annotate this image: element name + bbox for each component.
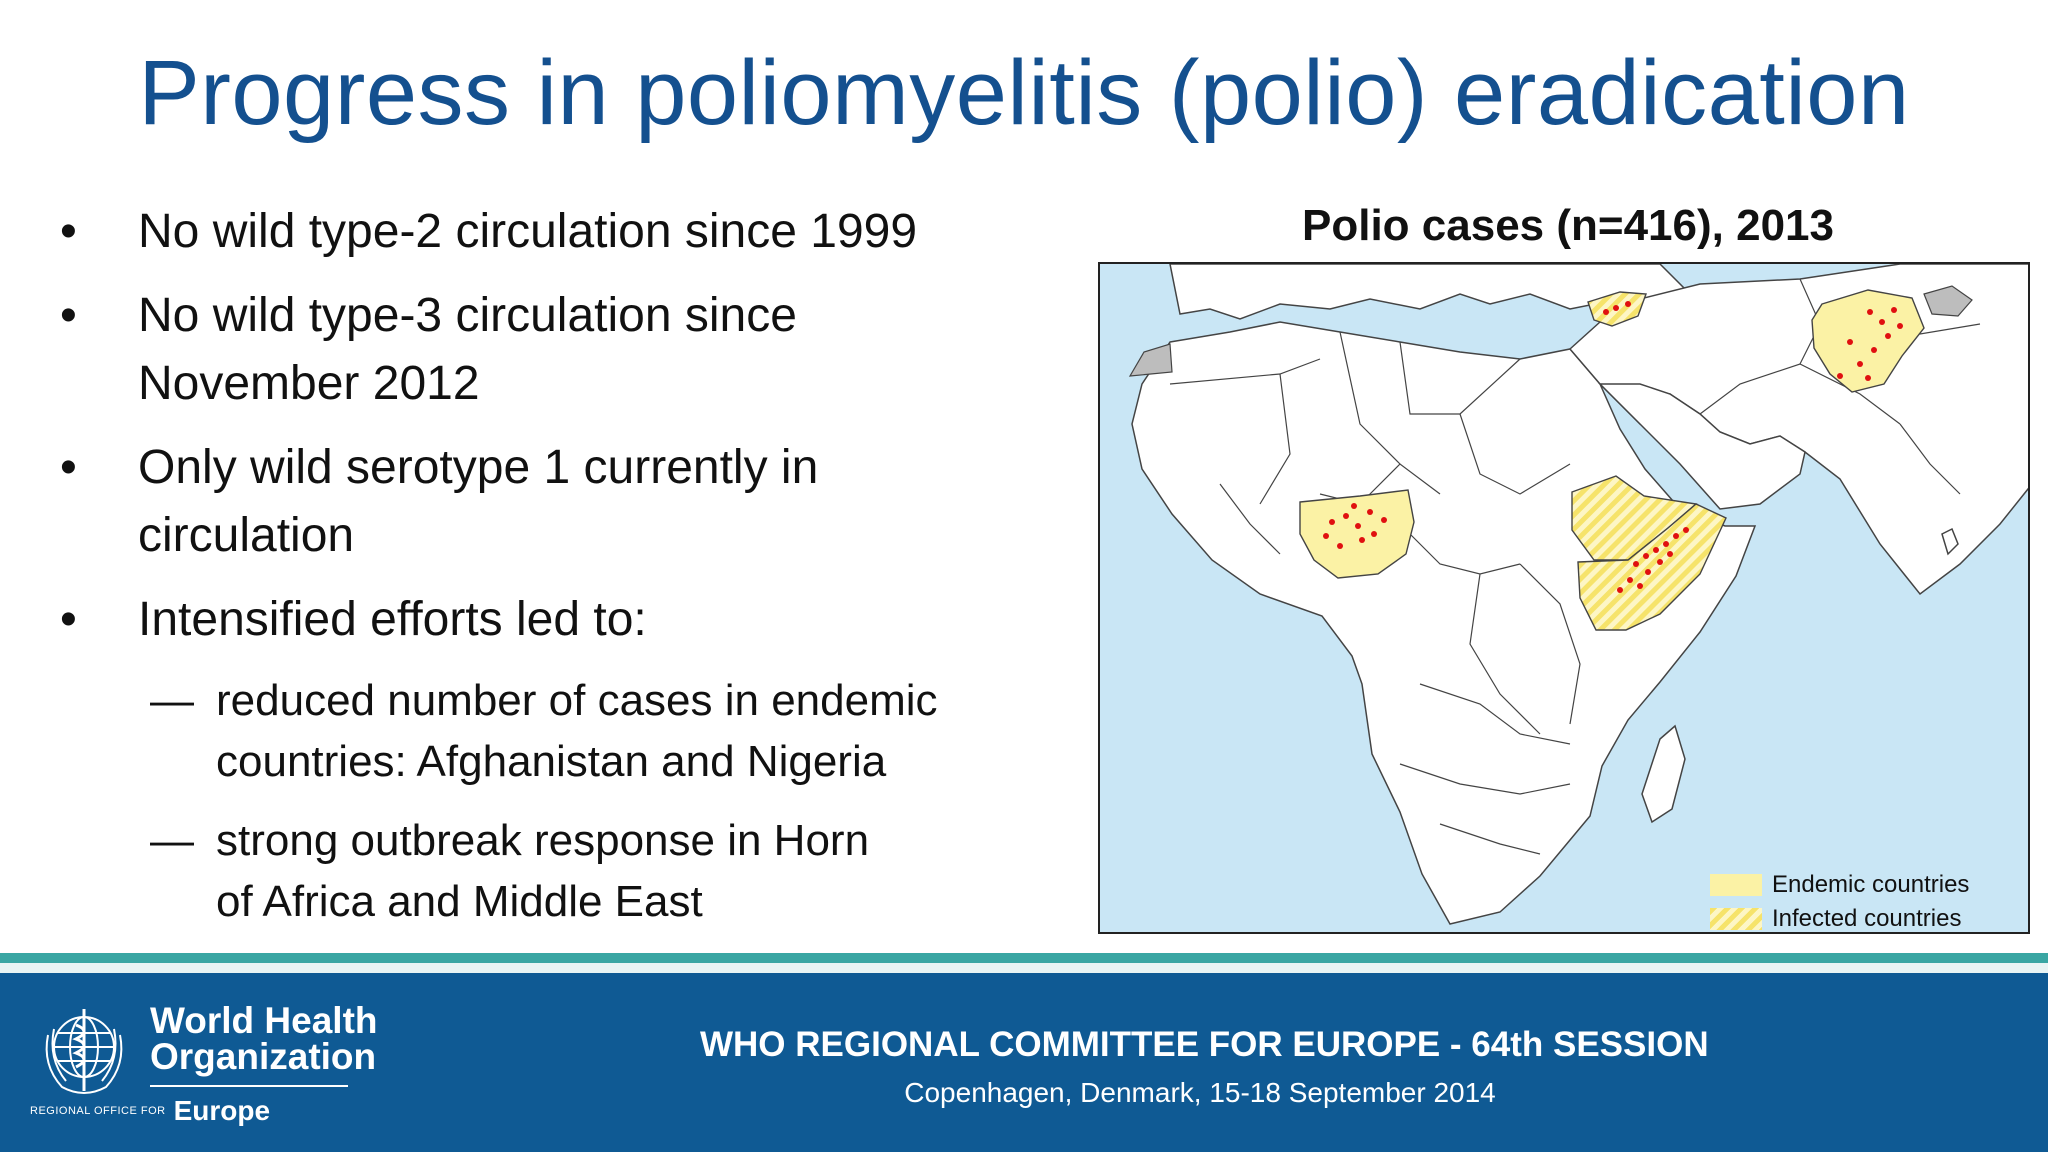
case-dots <box>1323 301 1903 593</box>
endemic-afghanistan-pakistan <box>1811 289 1925 393</box>
srilanka-land <box>1941 527 1959 556</box>
legend-label-infected: Infected countries <box>1772 905 1962 932</box>
who-emblem-icon <box>45 1009 123 1094</box>
bullet-marker: • <box>60 593 77 646</box>
who-divider <box>150 1085 348 1087</box>
footer-stripe <box>0 953 2048 963</box>
infected-somalia-kenya <box>1577 503 1727 631</box>
bullet-marker: • <box>60 289 77 342</box>
sub-bullet-marker: — <box>150 676 194 725</box>
sub-bullet-item: — strong outbreak response in Horn of Af… <box>60 810 916 932</box>
map-title: Polio cases (n=416), 2013 <box>1302 201 1834 250</box>
bullet-marker: • <box>60 441 77 494</box>
legend-item-infected: Infected countries <box>1710 902 2010 936</box>
africa-land <box>1131 321 1757 925</box>
bullet-marker: • <box>60 205 77 258</box>
who-org-name: World Health Organization <box>150 1000 378 1077</box>
session-title: WHO REGIONAL COMMITTEE FOR EUROPE - 64th… <box>700 1025 1709 1064</box>
bullet-text: Intensified efforts led to: <box>138 593 647 646</box>
legend-label-endemic: Endemic countries <box>1772 871 1970 898</box>
arabia-land <box>1598 383 1806 510</box>
bullet-item: • No wild type-2 circulation since 1999 <box>60 198 1060 266</box>
infected-swatch-icon <box>1710 908 1762 930</box>
bullet-text: No wild type-3 circulation since Novembe… <box>138 289 797 410</box>
bullet-text: No wild type-2 circulation since 1999 <box>138 205 918 258</box>
bullet-list: • No wild type-2 circulation since 1999 … <box>60 198 1060 950</box>
sub-bullet-marker: — <box>150 816 194 865</box>
legend-item-endemic: Endemic countries <box>1710 868 2010 902</box>
who-org-line1: World Health <box>150 1000 378 1041</box>
endemic-swatch-icon <box>1710 874 1762 896</box>
sub-bullet-item: — reduced number of cases in endemic cou… <box>60 670 1056 792</box>
sub-bullet-text: strong outbreak response in Horn of Afri… <box>216 816 870 926</box>
sub-bullet-text: reduced number of cases in endemic count… <box>216 676 938 786</box>
who-region-small: REGIONAL OFFICE FOR <box>30 1105 166 1117</box>
bullet-item: • No wild type-3 circulation since Novem… <box>60 282 818 418</box>
polio-map <box>1098 262 2030 934</box>
who-org-line2: Organization <box>150 1036 377 1077</box>
endemic-nigeria <box>1299 489 1415 579</box>
session-venue: Copenhagen, Denmark, 15-18 September 201… <box>904 1077 1496 1108</box>
slide-title: Progress in poliomyelitis (polio) eradic… <box>138 42 1910 144</box>
bullet-item: • Intensified efforts led to: <box>60 586 1060 654</box>
who-region: REGIONAL OFFICE FOR Europe <box>30 1095 270 1127</box>
footer-stripe-light <box>0 963 2048 973</box>
bullet-text: Only wild serotype 1 currently in circul… <box>138 441 819 562</box>
madagascar-land <box>1641 724 1686 824</box>
who-region-big: Europe <box>173 1095 271 1126</box>
footer-band: World Health Organization REGIONAL OFFIC… <box>0 973 2048 1152</box>
no-data-region-east <box>1923 285 1973 317</box>
map-svg <box>1100 264 2028 932</box>
bullet-item: • Only wild serotype 1 currently in circ… <box>60 434 858 570</box>
no-data-region-west <box>1128 343 1173 377</box>
map-legend: Endemic countries Infected countries <box>1710 868 2010 936</box>
